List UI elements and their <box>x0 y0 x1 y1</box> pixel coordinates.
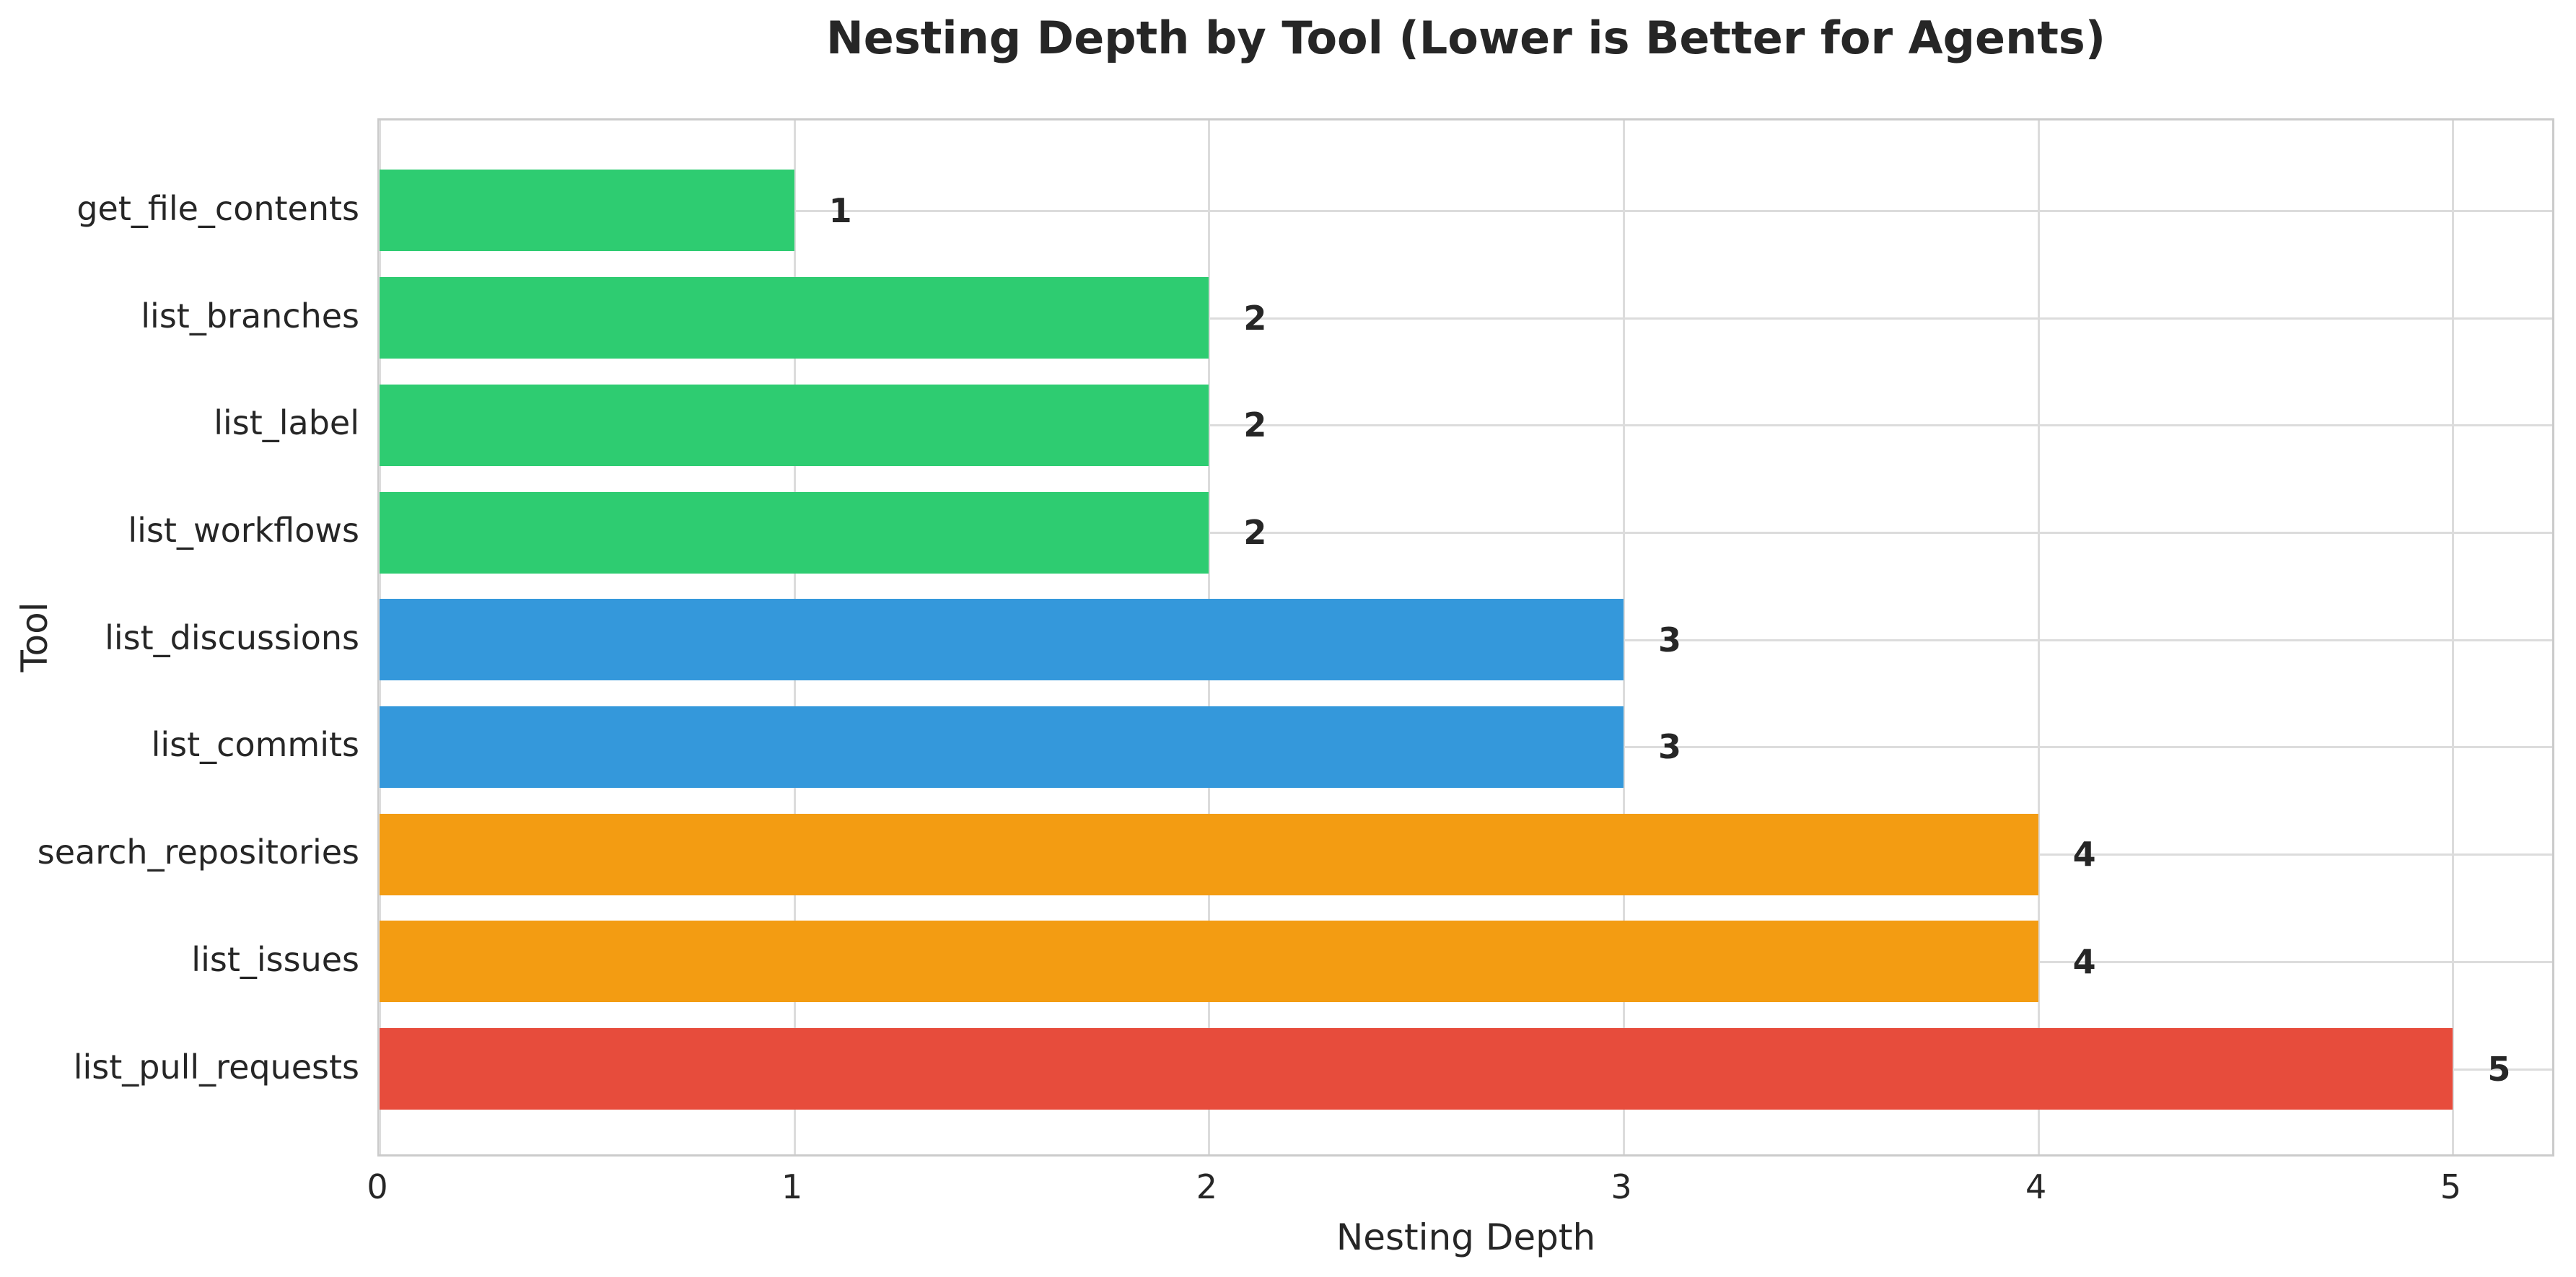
bar-value-label: 3 <box>1658 620 1682 659</box>
bar-value-label: 1 <box>828 190 852 230</box>
y-tick-label: search_repositories <box>37 833 359 872</box>
y-tick-label: list_workflows <box>128 511 359 550</box>
bar <box>380 384 1209 466</box>
x-tick-label: 3 <box>1611 1167 1632 1206</box>
y-tick-label: list_discussions <box>105 618 359 657</box>
x-tick-label: 5 <box>2440 1167 2461 1206</box>
x-tick-label: 4 <box>2025 1167 2047 1206</box>
y-axis-title: Tool <box>14 602 56 672</box>
bar <box>380 277 1209 359</box>
bar <box>380 170 794 252</box>
chart-title: Nesting Depth by Tool (Lower is Better f… <box>825 12 2106 64</box>
horizontal-gridline <box>380 424 2552 427</box>
bar-value-label: 4 <box>2072 942 2096 981</box>
y-tick-label: list_label <box>214 403 359 443</box>
y-tick-label: list_issues <box>191 939 359 979</box>
bar <box>380 706 1624 788</box>
y-tick-label: get_file_contents <box>76 188 359 228</box>
bar-value-label: 2 <box>1243 405 1267 445</box>
bar-value-label: 2 <box>1243 513 1267 552</box>
horizontal-gridline <box>380 209 2552 212</box>
bar-value-label: 5 <box>2487 1049 2511 1089</box>
y-tick-label: list_branches <box>141 296 359 335</box>
bar-value-label: 3 <box>1658 727 1682 767</box>
horizontal-gridline <box>380 317 2552 320</box>
x-tick-label: 1 <box>781 1167 803 1206</box>
y-tick-label: list_commits <box>151 725 359 765</box>
vertical-gridline <box>2037 120 2040 1154</box>
x-tick-label: 2 <box>1196 1167 1217 1206</box>
bar <box>380 599 1624 681</box>
vertical-gridline <box>2452 120 2455 1154</box>
horizontal-gridline <box>380 532 2552 534</box>
y-tick-label: list_pull_requests <box>73 1047 359 1087</box>
x-tick-label: 0 <box>367 1167 388 1206</box>
bar <box>380 813 2038 895</box>
vertical-gridline <box>1623 120 1625 1154</box>
bar-value-label: 2 <box>1243 298 1267 338</box>
bar <box>380 921 2038 1003</box>
bar <box>380 1028 2453 1110</box>
bar <box>380 491 1209 574</box>
plot-area: 1 2 2 2 3 3 4 4 5 <box>377 118 2554 1157</box>
x-axis-title: Nesting Depth <box>1336 1216 1596 1258</box>
bar-value-label: 4 <box>2072 835 2096 874</box>
